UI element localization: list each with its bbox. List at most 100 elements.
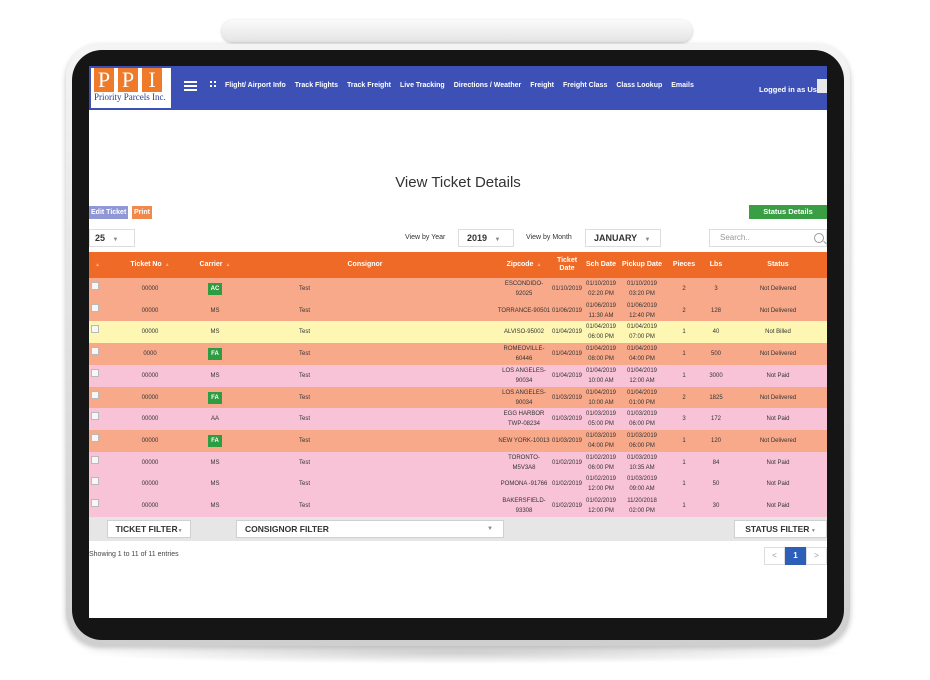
user-icon[interactable] <box>817 79 827 93</box>
column-ticket-no[interactable]: Ticket No ▲ <box>103 252 197 278</box>
page-size-select[interactable]: 25 ▼ <box>89 229 135 247</box>
nav-class-lookup[interactable]: Class Lookup <box>616 82 663 89</box>
row-checkbox[interactable] <box>91 412 99 421</box>
grid-dots-icon[interactable] <box>210 81 217 89</box>
lbs-cell: 30 <box>712 503 720 509</box>
consignor-cell: Test <box>299 481 311 488</box>
lbs-cell: 3000 <box>709 372 723 379</box>
table-row[interactable]: 00000 MS Test TORONTO-M5V3A8 01/02/2019 01/02… <box>89 451 827 474</box>
table-row[interactable]: 0000 FA Test ROMEOVILLE-60446 01/04/2019 01/0… <box>89 343 827 366</box>
column-label: Lbs <box>709 261 723 268</box>
column-zipcode[interactable]: Zipcode ▲ <box>497 252 551 278</box>
edit-ticket-button[interactable]: Edit Ticket <box>89 206 129 219</box>
pickup-date-cell: 01/04/2019 01:00 PM <box>626 389 658 406</box>
row-checkbox[interactable] <box>91 325 99 334</box>
year-value: 2019 <box>467 233 488 243</box>
search-icon[interactable] <box>814 233 824 243</box>
column-status[interactable]: Status <box>729 252 827 278</box>
status-details-button[interactable]: Status Details <box>749 205 827 219</box>
row-checkbox[interactable] <box>91 499 99 507</box>
column-label: Ticket Date <box>556 257 578 272</box>
pagination-next[interactable]: > <box>806 547 827 565</box>
sch-date-cell: 01/04/2019 10:00 AM <box>585 389 617 406</box>
logo-letter-p2: P <box>118 68 138 92</box>
print-button[interactable]: Print <box>132 206 152 219</box>
top-navbar: P P I Priority Parcels Inc. Flight/ Airp… <box>89 66 827 110</box>
table-row[interactable]: 00000 FA Test LOS ANGELES-90034 01/03/2019 01… <box>89 386 827 409</box>
pieces-cell: 1 <box>682 372 686 379</box>
stylus-pencil <box>222 20 692 42</box>
pagination-page[interactable]: 1 <box>785 547 806 565</box>
brand-logo[interactable]: P P I Priority Parcels Inc. <box>91 68 171 108</box>
logged-in-user[interactable]: Logged in as User <box>759 85 825 94</box>
ticket-no-cell: 00000 <box>141 394 159 401</box>
row-checkbox[interactable] <box>91 282 99 290</box>
column-carrier[interactable]: Carrier ▲ <box>197 252 233 278</box>
sch-date-cell: 01/02/2019 12:00 PM <box>585 498 617 514</box>
status-cell: Not Paid <box>766 481 790 488</box>
column-consignor[interactable]: Consignor <box>233 252 497 278</box>
consignor-cell: Test <box>299 416 311 423</box>
row-checkbox[interactable] <box>91 433 99 442</box>
row-checkbox[interactable] <box>91 455 99 464</box>
nav-links: Flight/ Airport Info Track Flights Track… <box>225 82 703 89</box>
row-checkbox[interactable] <box>91 477 99 486</box>
brand-name: Priority Parcels Inc. <box>94 92 166 102</box>
row-checkbox[interactable] <box>91 368 99 377</box>
table-row[interactable]: 00000 MS Test BAKERSFIELD-93308 01/02/2019 01… <box>89 495 827 517</box>
consignor-cell: Test <box>299 372 311 379</box>
nav-emails[interactable]: Emails <box>671 82 694 89</box>
zipcode-cell: LOS ANGELES-90034 <box>502 367 546 384</box>
nav-directions-weather[interactable]: Directions / Weather <box>453 82 522 89</box>
column-sch-date[interactable]: Sch Date <box>583 252 619 278</box>
select-all-header[interactable]: ▲ <box>89 252 103 278</box>
column-lbs[interactable]: Lbs <box>703 252 729 278</box>
table-header: ▲ Ticket No ▲ Carrier ▲ Consignor Zipcode ▲… <box>89 252 827 278</box>
table-row[interactable]: 00000 MS Test ALVISO-95002 01/04/2019 01/04/2… <box>89 321 827 344</box>
month-select[interactable]: JANUARY ▼ <box>585 229 661 247</box>
column-ticket-date[interactable]: Ticket Date <box>551 252 583 278</box>
year-select[interactable]: 2019 ▼ <box>458 229 514 247</box>
column-pieces[interactable]: Pieces <box>665 252 703 278</box>
row-checkbox[interactable] <box>91 303 99 312</box>
sch-date-cell: 01/03/2019 05:00 PM <box>585 411 617 428</box>
ticket-date-cell: 01/04/2019 <box>551 329 583 336</box>
ticket-date-cell: 01/04/2019 <box>551 372 583 379</box>
hamburger-icon[interactable] <box>184 81 197 91</box>
carrier-cell: FA <box>197 343 233 365</box>
ticket-date-cell: 01/02/2019 <box>551 459 583 466</box>
row-checkbox[interactable] <box>91 347 99 356</box>
chevron-down-icon: ▼ <box>487 526 493 532</box>
nav-flight-airport-info[interactable]: Flight/ Airport Info <box>225 82 286 89</box>
sort-icon: ▲ <box>95 262 100 268</box>
consignor-filter-select[interactable]: CONSIGNOR FILTER ▼ <box>236 520 504 538</box>
nav-track-flights[interactable]: Track Flights <box>294 82 338 89</box>
table-row[interactable]: 00000 AC Test ESCONDIDO-92025 01/10/2019 01/1… <box>89 278 827 300</box>
nav-track-freight[interactable]: Track Freight <box>346 82 391 89</box>
nav-freight-class[interactable]: Freight Class <box>563 82 608 89</box>
table-row[interactable]: 00000 FA Test NEW YORK-10013 01/03/2019 01/03… <box>89 429 827 452</box>
carrier-cell: FA <box>197 430 233 452</box>
ticket-filter-label: TICKET FILTER <box>115 524 178 534</box>
month-label: View by Month <box>526 234 572 241</box>
pieces-cell: 1 <box>682 481 686 488</box>
table-row[interactable]: 00000 MS Test POMONA -91766 01/02/2019 01/02/… <box>89 473 827 496</box>
column-label: Ticket No <box>130 261 162 268</box>
pickup-date-cell: 01/03/2019 06:00 PM <box>626 432 658 449</box>
column-pickup-date[interactable]: Pickup Date <box>619 252 665 278</box>
consignor-cell: Test <box>299 503 311 509</box>
ticket-no-cell: 00000 <box>141 437 159 444</box>
table-row[interactable]: 00000 AA Test EGG HARBOR TWP-08234 01/03/201… <box>89 408 827 431</box>
ticket-filter-select[interactable]: TICKET FILTER▼ <box>107 520 191 538</box>
pagination-prev[interactable]: < <box>764 547 785 565</box>
search-input[interactable]: Search.. <box>709 229 827 247</box>
nav-freight[interactable]: Freight <box>530 82 554 89</box>
table-row[interactable]: 00000 MS Test TORRANCE-90501 01/06/2019 01/06… <box>89 299 827 322</box>
pieces-cell: 1 <box>682 503 686 509</box>
carrier-cell: MS <box>210 329 220 336</box>
row-checkbox[interactable] <box>91 390 99 399</box>
status-filter-select[interactable]: STATUS FILTER ▼ <box>734 520 827 538</box>
nav-live-tracking[interactable]: Live Tracking <box>399 82 445 89</box>
entries-info: Showing 1 to 11 of 11 entries <box>89 551 179 558</box>
table-row[interactable]: 00000 MS Test LOS ANGELES-90034 01/04/2019 01… <box>89 364 827 387</box>
